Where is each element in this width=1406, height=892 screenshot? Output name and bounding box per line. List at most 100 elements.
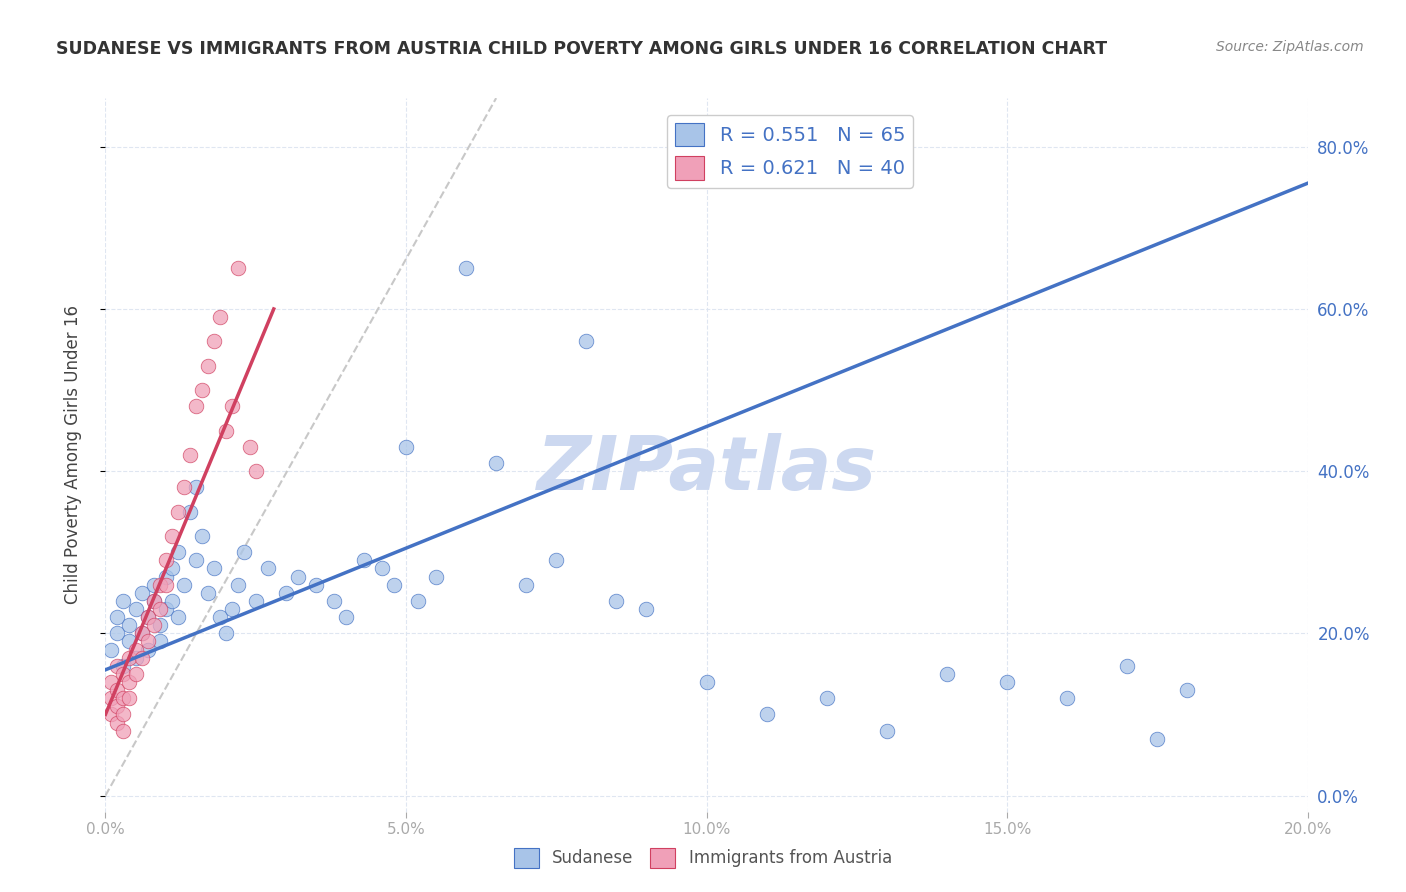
Point bbox=[107, 699, 129, 714]
Point bbox=[305, 577, 328, 591]
Point bbox=[575, 334, 598, 349]
Point bbox=[142, 577, 165, 591]
Point bbox=[197, 586, 219, 600]
Point bbox=[335, 610, 357, 624]
Point bbox=[190, 383, 212, 397]
Point bbox=[485, 456, 508, 470]
Point bbox=[1175, 683, 1198, 698]
Y-axis label: Child Poverty Among Girls Under 16: Child Poverty Among Girls Under 16 bbox=[63, 305, 82, 605]
Point bbox=[166, 505, 188, 519]
Point bbox=[221, 399, 243, 413]
Point bbox=[166, 545, 188, 559]
Text: SUDANESE VS IMMIGRANTS FROM AUSTRIA CHILD POVERTY AMONG GIRLS UNDER 16 CORRELATI: SUDANESE VS IMMIGRANTS FROM AUSTRIA CHIL… bbox=[56, 40, 1108, 58]
Point bbox=[226, 577, 249, 591]
Point bbox=[148, 577, 170, 591]
Point bbox=[322, 594, 344, 608]
Point bbox=[546, 553, 568, 567]
Point bbox=[208, 310, 231, 324]
Point bbox=[131, 626, 153, 640]
Point bbox=[124, 650, 146, 665]
Point bbox=[184, 399, 207, 413]
Point bbox=[208, 610, 231, 624]
Point bbox=[136, 634, 159, 648]
Point bbox=[160, 529, 183, 543]
Point bbox=[515, 577, 537, 591]
Point bbox=[100, 707, 122, 722]
Point bbox=[118, 691, 141, 706]
Point bbox=[197, 359, 219, 373]
Point bbox=[995, 675, 1018, 690]
Point bbox=[184, 480, 207, 494]
Point bbox=[112, 691, 135, 706]
Point bbox=[131, 586, 153, 600]
Point bbox=[179, 448, 201, 462]
Point bbox=[245, 464, 267, 478]
Point bbox=[148, 618, 170, 632]
Point bbox=[214, 424, 236, 438]
Point bbox=[256, 561, 278, 575]
Point bbox=[155, 553, 177, 567]
Point bbox=[107, 658, 129, 673]
Point bbox=[112, 666, 135, 681]
Point bbox=[160, 594, 183, 608]
Point bbox=[274, 586, 297, 600]
Legend: Sudanese, Immigrants from Austria: Sudanese, Immigrants from Austria bbox=[508, 841, 898, 875]
Point bbox=[406, 594, 429, 608]
Point bbox=[136, 610, 159, 624]
Point bbox=[136, 610, 159, 624]
Point bbox=[226, 261, 249, 276]
Point bbox=[245, 594, 267, 608]
Text: ZIPatlas: ZIPatlas bbox=[537, 433, 876, 506]
Point bbox=[755, 707, 778, 722]
Point bbox=[382, 577, 405, 591]
Point bbox=[131, 626, 153, 640]
Point bbox=[107, 610, 129, 624]
Point bbox=[173, 480, 195, 494]
Point bbox=[166, 610, 188, 624]
Point bbox=[184, 553, 207, 567]
Point bbox=[118, 618, 141, 632]
Point bbox=[112, 723, 135, 738]
Point bbox=[160, 561, 183, 575]
Point bbox=[142, 594, 165, 608]
Point bbox=[605, 594, 627, 608]
Point bbox=[124, 666, 146, 681]
Point bbox=[136, 642, 159, 657]
Point bbox=[353, 553, 375, 567]
Point bbox=[936, 666, 959, 681]
Point bbox=[118, 675, 141, 690]
Point bbox=[371, 561, 394, 575]
Point bbox=[124, 642, 146, 657]
Point bbox=[179, 505, 201, 519]
Point bbox=[107, 715, 129, 730]
Point bbox=[142, 618, 165, 632]
Point bbox=[1056, 691, 1078, 706]
Point bbox=[202, 334, 225, 349]
Point bbox=[107, 626, 129, 640]
Point bbox=[876, 723, 898, 738]
Point bbox=[287, 569, 309, 583]
Point bbox=[636, 602, 658, 616]
Point bbox=[454, 261, 477, 276]
Point bbox=[1116, 658, 1139, 673]
Point bbox=[815, 691, 838, 706]
Point bbox=[155, 602, 177, 616]
Point bbox=[100, 642, 122, 657]
Point bbox=[131, 650, 153, 665]
Point bbox=[112, 707, 135, 722]
Point bbox=[118, 634, 141, 648]
Point bbox=[142, 594, 165, 608]
Point bbox=[148, 634, 170, 648]
Point bbox=[100, 691, 122, 706]
Point bbox=[1146, 731, 1168, 746]
Point bbox=[202, 561, 225, 575]
Point bbox=[124, 602, 146, 616]
Point bbox=[696, 675, 718, 690]
Point bbox=[232, 545, 254, 559]
Point bbox=[100, 675, 122, 690]
Point bbox=[118, 650, 141, 665]
Point bbox=[112, 594, 135, 608]
Text: Source: ZipAtlas.com: Source: ZipAtlas.com bbox=[1216, 40, 1364, 54]
Point bbox=[112, 658, 135, 673]
Point bbox=[155, 569, 177, 583]
